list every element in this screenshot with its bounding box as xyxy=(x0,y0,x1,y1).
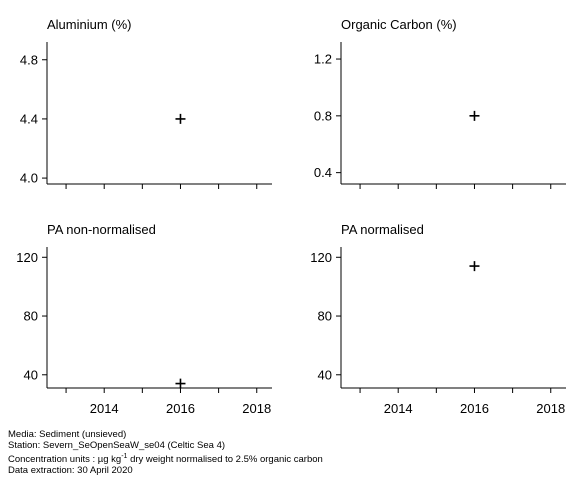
y-tick-label: 0.4 xyxy=(314,165,332,180)
y-tick-label: 80 xyxy=(318,309,332,324)
footer-units-superscript: -1 xyxy=(121,453,128,460)
footer-units-suffix: dry weight normalised to 2.5% organic ca… xyxy=(127,454,323,466)
footer-media: Media: Sediment (unsieved) xyxy=(8,429,127,440)
footer-extraction: Data extraction: 30 April 2020 xyxy=(8,465,133,477)
chart-area: Aluminium (%) 4.0 4.4 4.8 Organic Carbon (%)… xyxy=(16,17,566,416)
y-tick-label: 4.4 xyxy=(20,111,38,126)
panel-title: PA normalised xyxy=(341,222,424,237)
data-point xyxy=(469,261,480,272)
footer-units-prefix: Concentration units : µg kg xyxy=(8,454,122,466)
chart-panel: PA normalised 40 80 120 2014 2016 2018 xyxy=(310,222,566,416)
footer-station: Station: Severn_SeOpenSeaW_se04 (Celtic … xyxy=(8,440,226,451)
x-tick-label: 2016 xyxy=(166,401,195,416)
chart-panel: PA non-normalised 40 80 120 2014 2016 2018 xyxy=(16,222,272,416)
y-tick-label: 80 xyxy=(24,309,38,324)
x-tick-label: 2018 xyxy=(242,401,271,416)
chart-panel: Aluminium (%) 4.0 4.4 4.8 xyxy=(20,17,272,189)
data-point xyxy=(469,110,480,121)
y-tick-label: 1.2 xyxy=(314,52,332,67)
panel-title: PA non-normalised xyxy=(47,222,156,237)
data-point xyxy=(175,113,186,124)
data-point xyxy=(175,378,186,389)
chart-panel: Organic Carbon (%) 0.4 0.8 1.2 xyxy=(314,17,566,189)
panel-title: Organic Carbon (%) xyxy=(341,17,457,32)
y-tick-label: 0.8 xyxy=(314,108,332,123)
panel-title: Aluminium (%) xyxy=(47,17,132,32)
footer: Media: Sediment (unsieved) Station: Seve… xyxy=(8,429,323,476)
y-tick-label: 120 xyxy=(310,250,332,265)
y-tick-label: 4.0 xyxy=(20,171,38,186)
x-tick-label: 2016 xyxy=(460,401,489,416)
y-tick-label: 4.8 xyxy=(20,52,38,67)
y-tick-label: 120 xyxy=(16,250,38,265)
x-tick-label: 2018 xyxy=(536,401,565,416)
y-tick-label: 40 xyxy=(318,367,332,382)
x-tick-label: 2014 xyxy=(384,401,413,416)
y-tick-label: 40 xyxy=(24,367,38,382)
footer-units: Concentration units : µg kg-1 dry weight… xyxy=(8,451,323,465)
x-tick-label: 2014 xyxy=(90,401,119,416)
